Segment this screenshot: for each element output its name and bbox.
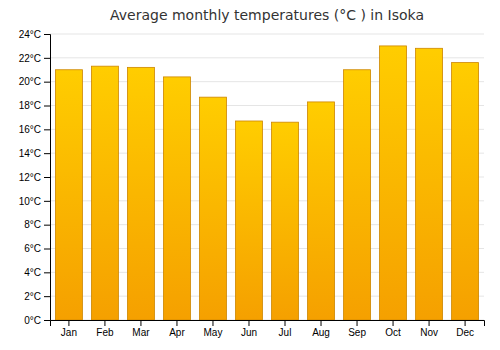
y-axis-line [44,35,51,321]
y-tick-label: 14°C [19,148,41,159]
y-tick: 2°C [24,291,50,302]
x-tick: Feb [96,320,114,338]
x-tick: Dec [456,320,474,338]
bar [308,102,335,320]
y-tick: 6°C [24,243,50,254]
x-tick: Apr [169,320,185,338]
bar [452,63,479,320]
y-tick-label: 20°C [19,76,41,87]
y-tick-mark [44,225,50,226]
x-tick-label: Sep [348,327,366,338]
x-tick-mark [140,320,141,326]
y-tick-mark [44,296,50,297]
bar [163,77,190,320]
y-tick-mark [44,58,50,59]
y-tick-mark [44,153,50,154]
x-tick-mark [285,320,286,326]
grid-line [50,34,484,35]
x-tick-label: Aug [312,327,330,338]
y-tick: 18°C [19,100,50,111]
y-tick: 22°C [19,53,50,64]
y-tick-label: 6°C [24,243,41,254]
y-tick-label: 0°C [24,315,41,326]
x-tick: May [204,320,223,338]
x-tick: Jan [61,320,77,338]
title: Average monthly temperatures (°C ) in Is… [110,7,424,23]
y-tick: 0°C [24,315,50,326]
bar [127,67,154,320]
y-tick-label: 12°C [19,172,41,183]
bar [272,122,299,320]
x-tick-mark [321,320,322,326]
x-tick-label: Feb [96,327,114,338]
x-tick-label: May [204,327,223,338]
y-tick-mark [44,201,50,202]
y-tick-label: 22°C [19,53,41,64]
y-axis: 0°C 2°C 4°C 6°C 8°C 10°C 12°C 14°C 16°C 18°C 20°C 2… [19,29,51,326]
x-tick-mark [393,320,394,326]
y-tick: 16°C [19,124,50,135]
x-tick-mark [357,320,358,326]
y-tick-mark [44,129,50,130]
x-tick-mark [248,320,249,326]
x-tick-label: Dec [456,327,474,338]
y-tick-mark [44,34,50,35]
y-tick-mark [44,106,50,107]
x-tick-mark [429,320,430,326]
x-tick-label: Jan [61,327,77,338]
x-tick-mark [68,320,69,326]
y-tick-label: 16°C [19,124,41,135]
x-tick-label: Jun [241,327,257,338]
y-tick-label: 4°C [24,267,41,278]
y-tick-label: 18°C [19,100,41,111]
y-tick: 20°C [19,76,50,87]
x-tick: Jul [279,320,292,338]
x-tick: Nov [420,320,438,338]
bar [55,70,82,320]
plot: 0°C 2°C 4°C 6°C 8°C 10°C 12°C 14°C 16°C 18°C 20°C 2… [19,29,485,338]
y-tick-label: 8°C [24,219,41,230]
x-tick-label: Mar [132,327,150,338]
bars [55,46,478,320]
y-tick: 24°C [19,29,50,40]
x-tick-label: Apr [169,327,185,338]
x-tick-mark [176,320,177,326]
bar [380,46,407,320]
x-axis: Jan Feb Mar Apr May Jun Jul Aug Sep Oct Nov Dec [51,320,485,338]
x-axis-line [51,321,485,327]
x-tick-mark [104,320,105,326]
x-tick-mark [212,320,213,326]
x-tick: Aug [312,320,330,338]
x-tick-label: Nov [420,327,438,338]
x-tick: Oct [385,320,401,338]
x-tick-mark [465,320,466,326]
y-tick-mark [44,249,50,250]
y-tick: 10°C [19,196,50,207]
x-tick: Sep [348,320,366,338]
chart: 0°C 2°C 4°C 6°C 8°C 10°C 12°C 14°C 16°C 18°C 20°C 2… [0,0,500,350]
bar [235,121,262,320]
y-tick-mark [44,272,50,273]
y-tick-label: 2°C [24,291,41,302]
x-tick-label: Oct [385,327,401,338]
y-tick: 4°C [24,267,50,278]
y-tick: 8°C [24,219,50,230]
bar [344,70,371,320]
y-tick-label: 24°C [19,29,41,40]
bar [91,66,118,320]
y-tick-label: 10°C [19,196,41,207]
bar [199,97,226,320]
grid [50,34,484,320]
x-tick: Jun [241,320,257,338]
y-tick-mark [44,320,50,321]
y-tick: 12°C [19,172,50,183]
x-tick-label: Jul [279,327,292,338]
bar [416,48,443,320]
y-tick-mark [44,177,50,178]
y-tick-mark [44,82,50,83]
y-tick: 14°C [19,148,50,159]
x-tick: Mar [132,320,150,338]
